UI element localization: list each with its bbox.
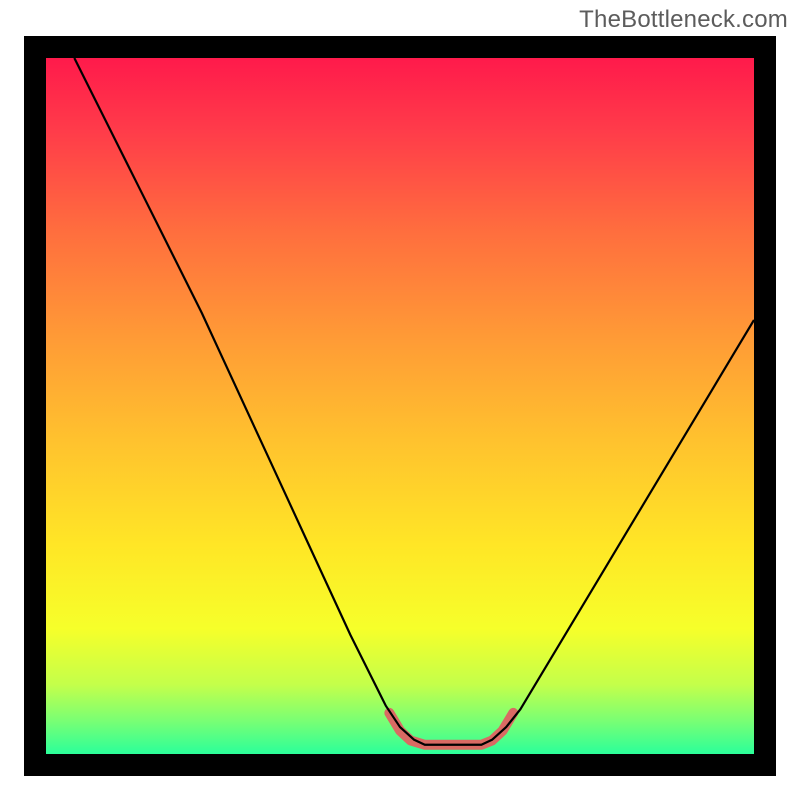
chart-frame: TheBottleneck.com bbox=[0, 0, 800, 800]
curve-svg bbox=[46, 58, 754, 766]
watermark-text: TheBottleneck.com bbox=[579, 6, 788, 34]
bottleneck-curve bbox=[74, 58, 754, 745]
plot-area bbox=[24, 36, 776, 776]
highlight-band bbox=[389, 713, 513, 745]
